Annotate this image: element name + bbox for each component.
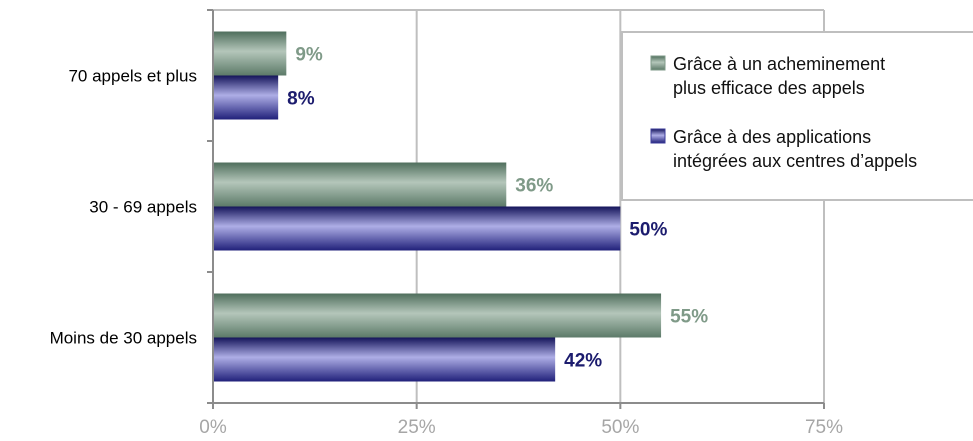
legend-swatch — [650, 55, 666, 71]
legend: Grâce à un acheminement plus efficace des… — [621, 31, 973, 201]
legend-label: intégrées aux centres d’appels — [673, 151, 917, 171]
legend-box — [621, 31, 973, 201]
bars — [214, 31, 662, 382]
labels: 0% 25% 50% 75% 70 appels et plus 9% 8% 30 - 69 … — [50, 45, 844, 439]
data-label: 9% — [295, 45, 323, 66]
category-label: 70 appels et plus — [68, 67, 197, 86]
data-label: 8% — [287, 89, 315, 110]
x-tick-label: 0% — [199, 417, 227, 438]
bar-series-1 — [214, 293, 662, 338]
data-label: 42% — [564, 351, 602, 372]
x-tick-label: 75% — [805, 417, 843, 438]
bar-series-2 — [214, 75, 279, 120]
data-label: 55% — [670, 307, 708, 328]
bar-series-2 — [214, 337, 556, 382]
legend-label: plus efficace des appels — [673, 78, 865, 98]
legend-swatch — [650, 128, 666, 144]
category-label: Moins de 30 appels — [50, 329, 197, 348]
data-label: 36% — [515, 176, 553, 197]
x-tick-label: 50% — [601, 417, 639, 438]
bar-series-1 — [214, 31, 287, 76]
data-label: 50% — [629, 220, 667, 241]
category-label: 30 - 69 appels — [89, 198, 197, 217]
legend-label: Grâce à des applications — [673, 127, 871, 147]
legend-label: Grâce à un acheminement — [673, 54, 885, 74]
x-tick-label: 25% — [398, 417, 436, 438]
axes — [207, 9, 825, 409]
bar-series-2 — [214, 206, 621, 251]
bar-series-1 — [214, 162, 507, 207]
